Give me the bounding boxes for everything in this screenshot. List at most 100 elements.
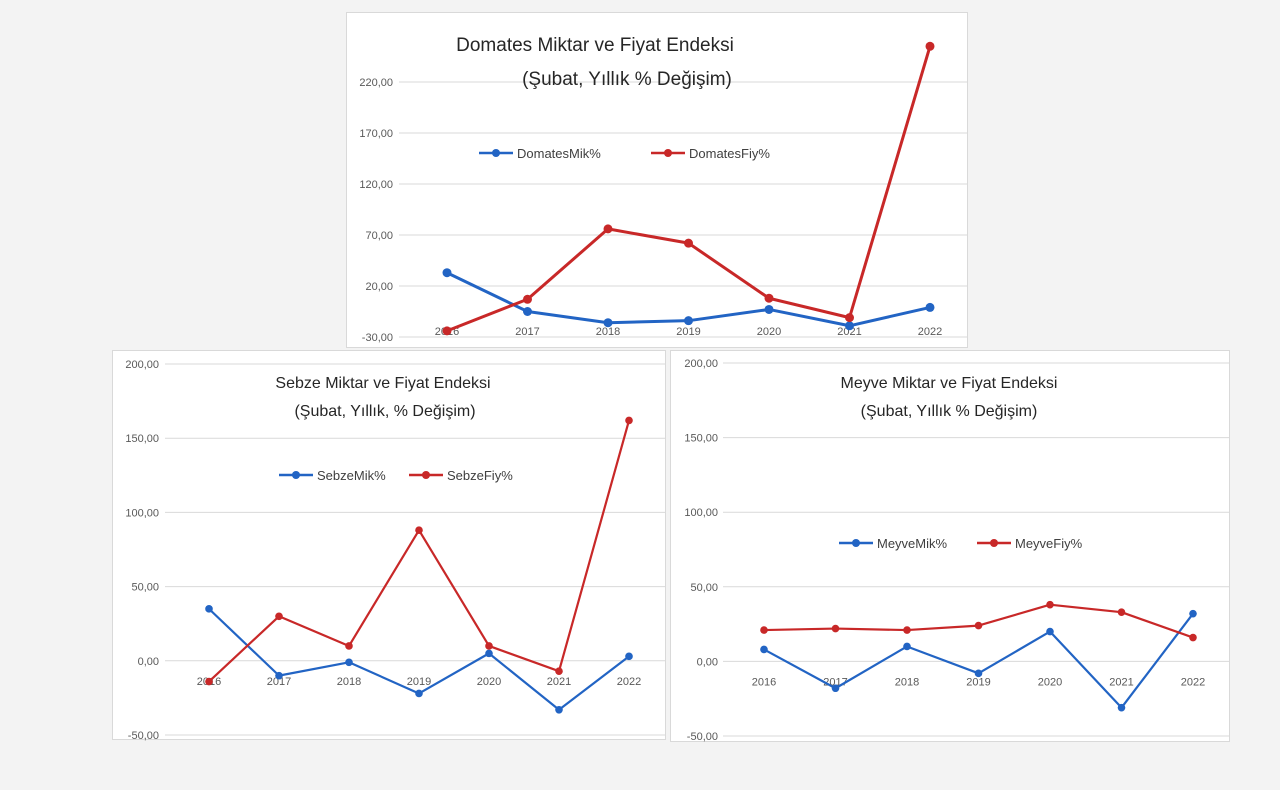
data-point bbox=[555, 667, 563, 675]
data-point bbox=[275, 671, 283, 680]
x-tick-label: 2022 bbox=[617, 676, 641, 688]
x-tick-label: 2022 bbox=[918, 326, 942, 338]
data-point bbox=[205, 677, 213, 686]
x-tick-label: 2020 bbox=[757, 326, 781, 338]
data-point bbox=[684, 316, 693, 326]
y-tick-label: 0,00 bbox=[138, 656, 159, 668]
y-tick-label: 20,00 bbox=[365, 281, 393, 293]
data-point bbox=[925, 302, 935, 312]
y-tick-label: -50,00 bbox=[687, 731, 718, 743]
y-tick-label: 220,00 bbox=[359, 77, 393, 89]
vegetable-chart-panel: -50,00 0,00 50,00 100,00 150,00 200,00 Sebze M… bbox=[112, 350, 666, 741]
data-point bbox=[845, 313, 854, 323]
x-tick-label: 2019 bbox=[966, 676, 990, 688]
legend-label: DomatesFiy% bbox=[689, 146, 770, 161]
data-point bbox=[764, 304, 774, 314]
x-tick-label: 2021 bbox=[547, 676, 571, 688]
data-point bbox=[974, 669, 983, 678]
data-point bbox=[275, 612, 283, 621]
tomato-chart-panel: -30,00 20,00 70,00 120,00 170,00 220,00 Domate… bbox=[346, 12, 968, 348]
x-tick-label: 2019 bbox=[676, 326, 700, 338]
x-tick-label: 2017 bbox=[515, 326, 539, 338]
legend-label: MeyveFiy% bbox=[1015, 536, 1083, 551]
legend-marker bbox=[990, 539, 998, 547]
legend-marker bbox=[492, 149, 500, 157]
y-tick-label: 100,00 bbox=[684, 507, 718, 519]
series-line-meyvefiy-pct bbox=[763, 603, 1194, 639]
data-point bbox=[345, 658, 353, 667]
data-point bbox=[485, 642, 493, 650]
data-point bbox=[760, 626, 768, 634]
data-point bbox=[523, 294, 532, 304]
fruit-chart-panel: -50,00 0,00 50,00 100,00 150,00 200,00 Meyve M… bbox=[670, 350, 1230, 743]
data-point bbox=[415, 689, 423, 698]
legend-label: DomatesMik% bbox=[517, 146, 601, 161]
data-point bbox=[974, 621, 983, 630]
data-point bbox=[1046, 600, 1054, 609]
chart-title: Sebze Miktar ve Fiyat Endeksi bbox=[275, 375, 490, 392]
data-point bbox=[345, 642, 353, 650]
data-point bbox=[1117, 703, 1126, 712]
legend-label: SebzeMik% bbox=[317, 468, 386, 483]
data-point bbox=[555, 705, 563, 714]
data-point bbox=[485, 649, 493, 658]
data-point bbox=[1189, 633, 1197, 642]
data-point bbox=[523, 307, 532, 316]
chart-subtitle: (Şubat, Yıllık, % Değişim) bbox=[294, 403, 475, 420]
data-point bbox=[442, 268, 452, 278]
fruit-chart: -50,00 0,00 50,00 100,00 150,00 200,00 Meyve M… bbox=[684, 358, 1229, 743]
x-tick-label: 2021 bbox=[1109, 676, 1133, 688]
series-line-sebzefiy-pct bbox=[208, 420, 631, 683]
data-point bbox=[903, 626, 911, 634]
x-tick-label: 2018 bbox=[337, 676, 361, 688]
x-tick-label: 2020 bbox=[1038, 676, 1062, 688]
data-point bbox=[603, 224, 613, 234]
x-tick-label: 2022 bbox=[1181, 676, 1205, 688]
y-tick-label: -50,00 bbox=[128, 730, 159, 741]
y-tick-label: -30,00 bbox=[362, 332, 393, 344]
y-tick-label: 70,00 bbox=[365, 230, 393, 242]
y-tick-label: 50,00 bbox=[131, 582, 159, 594]
x-tick-label: 2018 bbox=[895, 676, 919, 688]
legend-label: SebzeFiy% bbox=[447, 468, 513, 483]
x-tick-label: 2021 bbox=[837, 326, 861, 338]
y-tick-label: 50,00 bbox=[690, 582, 718, 594]
data-point bbox=[625, 652, 633, 661]
data-point bbox=[760, 645, 768, 654]
data-point bbox=[845, 321, 854, 331]
chart-title: Domates Miktar ve Fiyat Endeksi bbox=[456, 35, 734, 56]
vegetable-chart: -50,00 0,00 50,00 100,00 150,00 200,00 Sebze M… bbox=[125, 359, 665, 741]
x-tick-label: 2016 bbox=[752, 676, 776, 688]
legend-label: MeyveMik% bbox=[877, 536, 948, 551]
data-point bbox=[684, 238, 693, 248]
y-tick-label: 150,00 bbox=[125, 433, 159, 445]
y-tick-label: 120,00 bbox=[359, 179, 393, 191]
x-tick-label: 2019 bbox=[407, 676, 431, 688]
legend-marker bbox=[292, 471, 300, 479]
chart-title: Meyve Miktar ve Fiyat Endeksi bbox=[841, 375, 1058, 392]
y-tick-label: 200,00 bbox=[125, 359, 159, 371]
y-tick-label: 0,00 bbox=[697, 656, 718, 668]
data-point bbox=[625, 416, 633, 425]
data-point bbox=[1117, 608, 1126, 616]
data-point bbox=[415, 526, 423, 535]
data-point bbox=[831, 624, 840, 633]
legend-marker bbox=[422, 471, 430, 479]
x-tick-label: 2017 bbox=[267, 676, 291, 688]
tomato-chart: -30,00 20,00 70,00 120,00 170,00 220,00 Domate… bbox=[359, 35, 967, 344]
data-point bbox=[205, 605, 213, 613]
y-tick-label: 170,00 bbox=[359, 128, 393, 140]
data-point bbox=[603, 318, 613, 328]
data-point bbox=[831, 684, 840, 693]
data-point bbox=[764, 293, 774, 303]
y-tick-label: 100,00 bbox=[125, 507, 159, 519]
y-tick-label: 200,00 bbox=[684, 358, 718, 370]
legend-marker bbox=[664, 149, 672, 157]
y-tick-label: 150,00 bbox=[684, 433, 718, 445]
data-point bbox=[442, 326, 452, 336]
chart-subtitle: (Şubat, Yıllık % Değişim) bbox=[861, 403, 1038, 420]
data-point bbox=[925, 41, 935, 51]
x-tick-label: 2020 bbox=[477, 676, 501, 688]
legend-marker bbox=[852, 539, 860, 547]
data-point bbox=[1189, 609, 1197, 618]
